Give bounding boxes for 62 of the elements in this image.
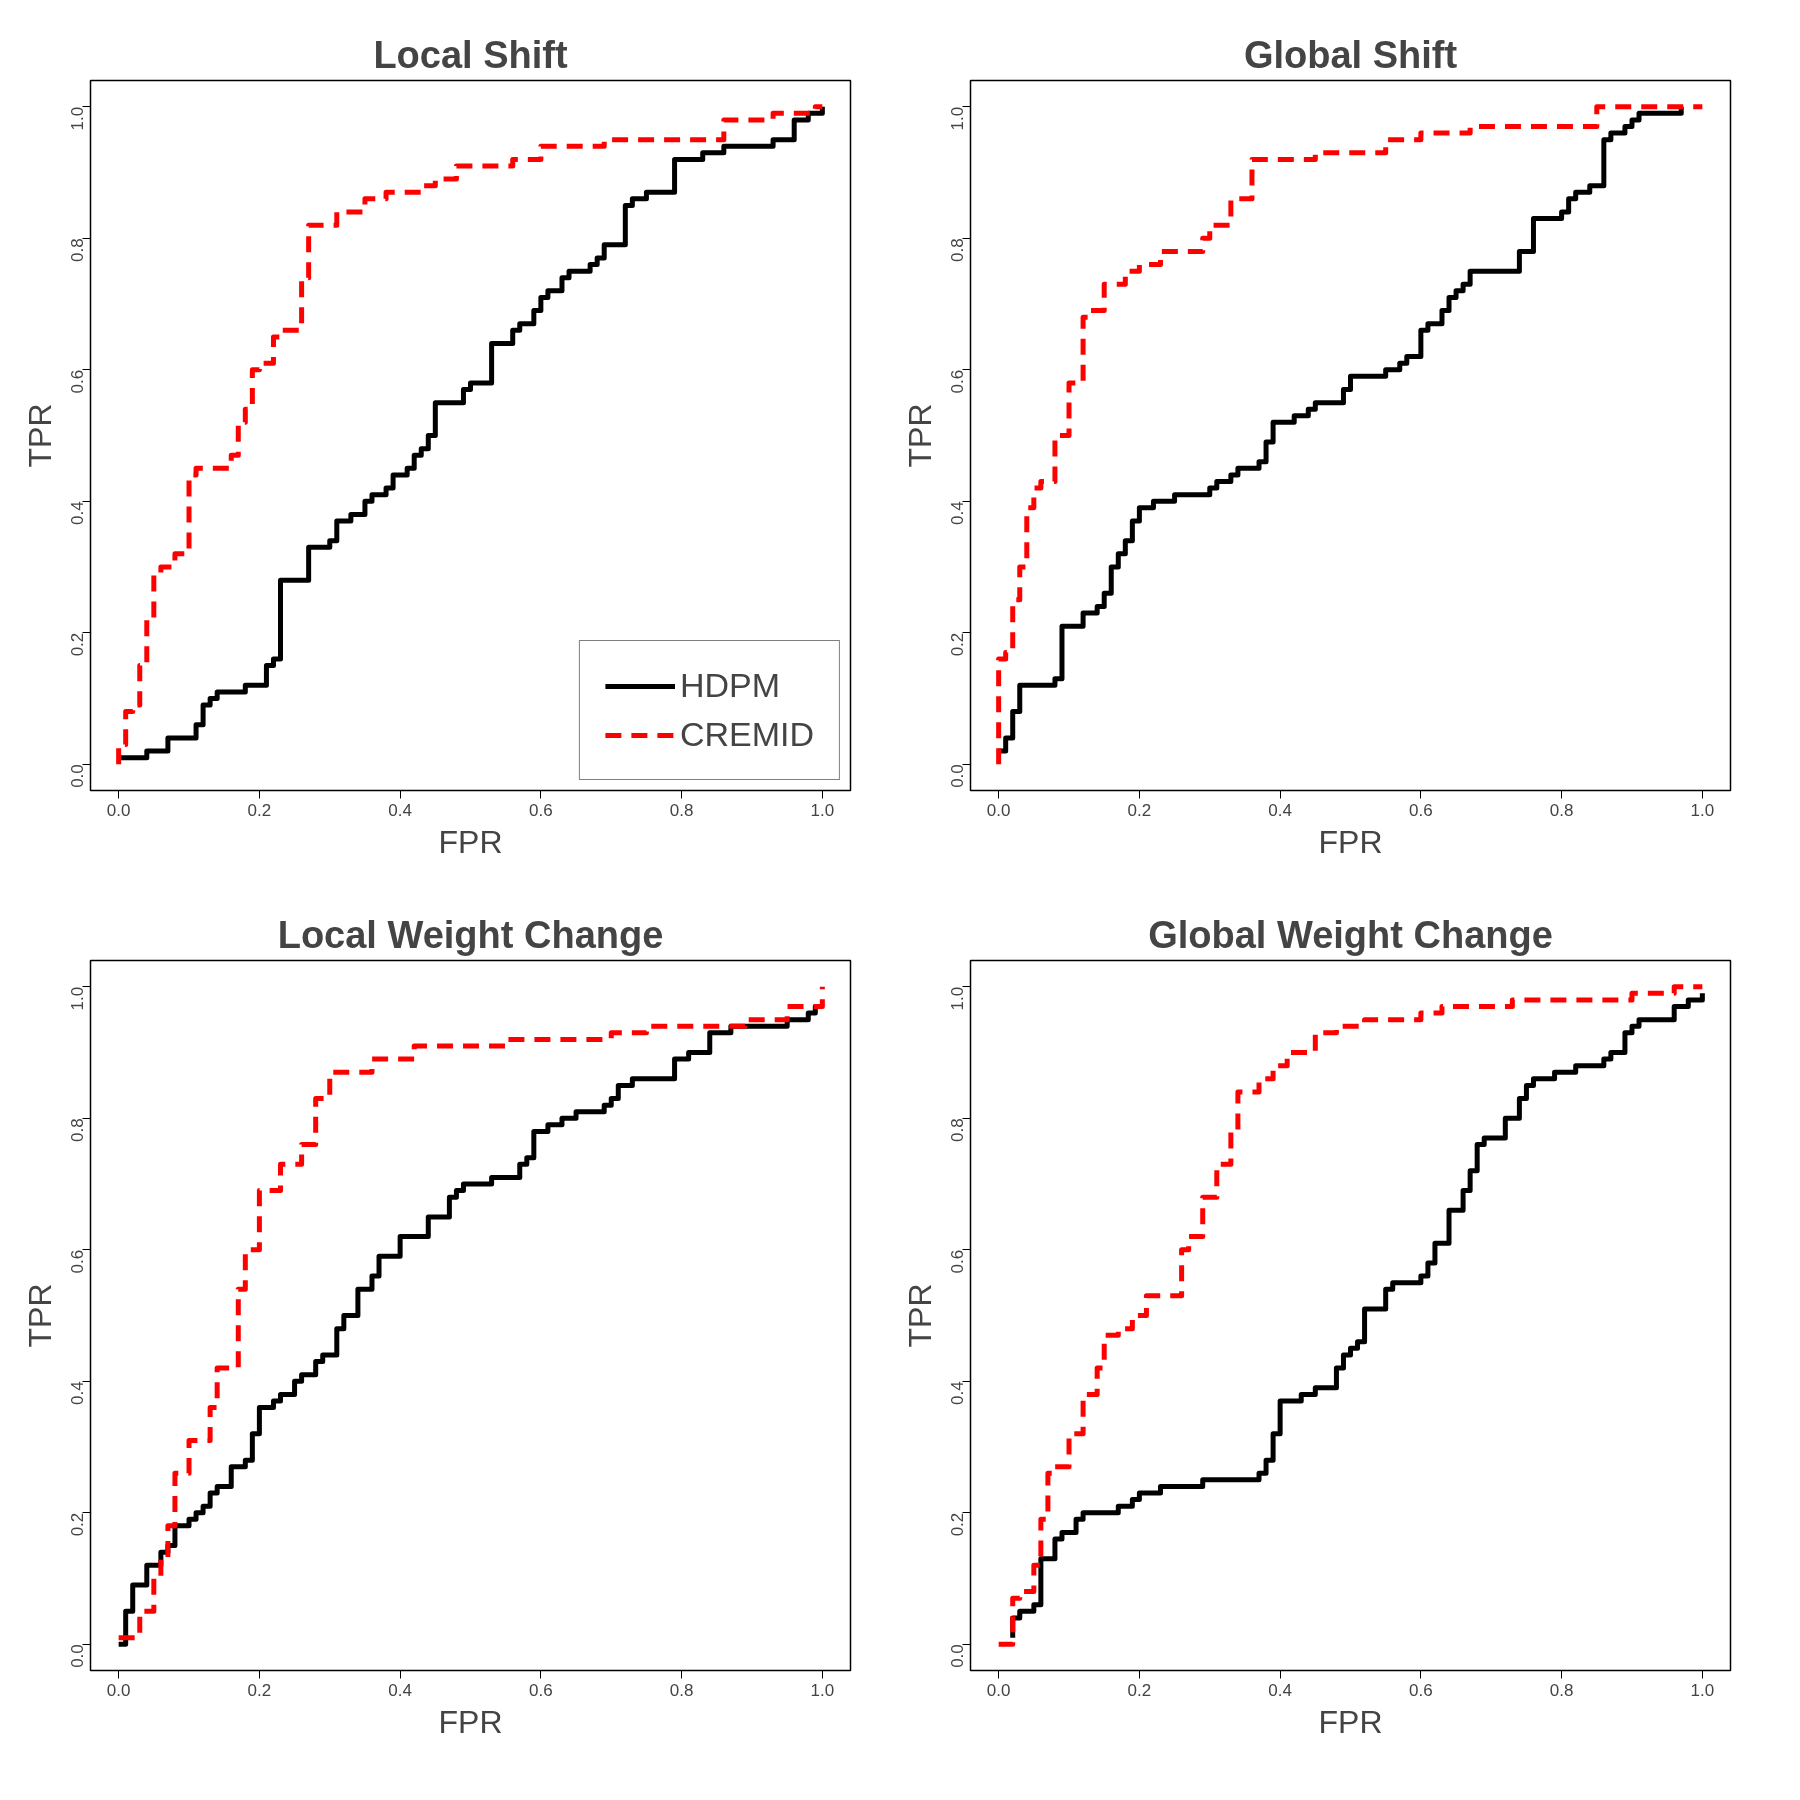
y-tick-label: 0.6 (948, 369, 968, 394)
y-tick-label: 1.0 (68, 986, 88, 1011)
x-tick-label: 0.4 (388, 1680, 412, 1700)
chart-title: Global Weight Change (1148, 913, 1553, 956)
y-tick-label: 0.0 (68, 1644, 88, 1668)
x-tick-label: 0.2 (1127, 800, 1152, 820)
y-axis-title: TPR (21, 1283, 58, 1348)
y-tick-label: 0.8 (948, 238, 968, 262)
x-tick-label: 0.4 (388, 800, 412, 820)
x-tick-label: 0.4 (1268, 800, 1292, 820)
y-tick-label: 0.4 (948, 501, 968, 525)
x-axis-title: FPR (438, 823, 503, 860)
x-tick-label: 0.6 (529, 1680, 553, 1700)
y-tick-label: 0.6 (68, 369, 88, 394)
y-tick-label: 0.2 (948, 632, 968, 657)
chart-title: Global Shift (1243, 33, 1458, 76)
x-axis-title: FPR (1318, 1703, 1383, 1740)
x-tick-label: 0.8 (669, 800, 694, 820)
y-tick-label: 1.0 (948, 106, 968, 131)
y-tick-label: 0.0 (948, 1644, 968, 1668)
y-axis-title: TPR (21, 403, 58, 468)
x-tick-label: 0.4 (1268, 1680, 1292, 1700)
y-tick-label: 1.0 (948, 986, 968, 1011)
x-tick-label: 0.2 (1127, 1680, 1152, 1700)
chart-title: Local Shift (373, 33, 568, 76)
x-tick-label: 1.0 (810, 800, 835, 820)
y-tick-label: 0.0 (68, 764, 88, 788)
x-axis-title: FPR (438, 1703, 503, 1740)
y-tick-label: 0.8 (68, 238, 88, 262)
y-axis-title: TPR (901, 403, 938, 468)
x-tick-label: 0.0 (986, 800, 1011, 820)
x-tick-label: 0.6 (529, 800, 553, 820)
y-tick-label: 0.2 (68, 1512, 88, 1537)
x-tick-label: 0.6 (1409, 800, 1433, 820)
x-tick-label: 0.0 (106, 800, 131, 820)
y-tick-label: 0.2 (948, 1512, 968, 1537)
x-tick-label: 0.6 (1409, 1680, 1433, 1700)
y-tick-label: 0.4 (68, 501, 88, 525)
y-tick-label: 0.8 (68, 1118, 88, 1142)
y-tick-label: 0.0 (948, 764, 968, 788)
y-tick-label: 0.4 (68, 1381, 88, 1405)
x-tick-label: 1.0 (1690, 800, 1715, 820)
y-tick-label: 0.2 (68, 632, 88, 657)
x-tick-label: 0.8 (1549, 1680, 1574, 1700)
x-tick-label: 0.8 (669, 1680, 694, 1700)
x-tick-label: 0.0 (106, 1680, 131, 1700)
x-tick-label: 0.0 (986, 1680, 1011, 1700)
legend-label: CREMID (679, 715, 814, 754)
x-tick-label: 0.2 (247, 1680, 272, 1700)
x-tick-label: 1.0 (1690, 1680, 1715, 1700)
legend-label: HDPM (679, 666, 780, 705)
y-tick-label: 0.6 (68, 1249, 88, 1274)
x-tick-label: 0.8 (1549, 800, 1574, 820)
x-tick-label: 0.2 (247, 800, 272, 820)
x-tick-label: 1.0 (810, 1680, 835, 1700)
y-tick-label: 1.0 (68, 106, 88, 131)
y-tick-label: 0.8 (948, 1118, 968, 1142)
chart-title: Local Weight Change (277, 913, 664, 956)
x-axis-title: FPR (1318, 823, 1383, 860)
y-tick-label: 0.4 (948, 1381, 968, 1405)
y-axis-title: TPR (901, 1283, 938, 1348)
y-tick-label: 0.6 (948, 1249, 968, 1274)
